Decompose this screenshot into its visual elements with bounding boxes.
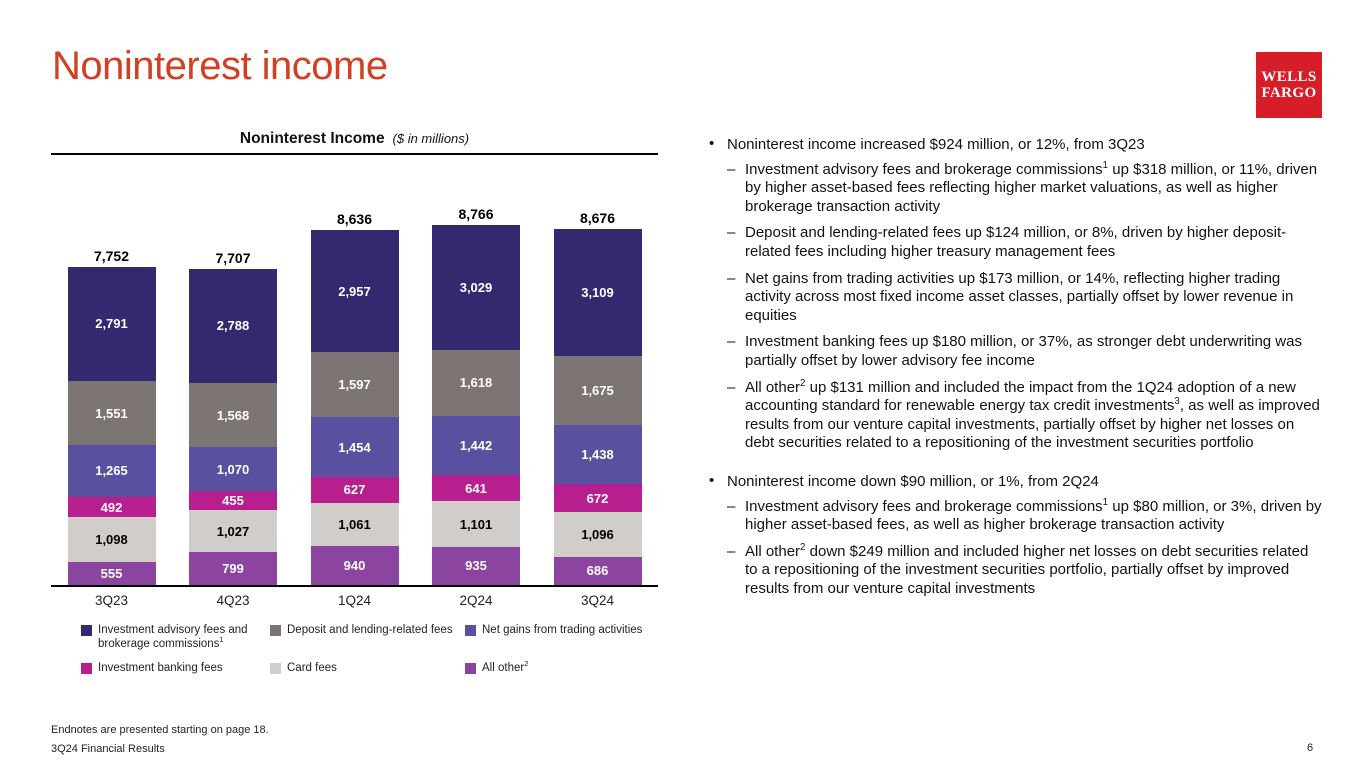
legend-label: Deposit and lending-related fees [287, 624, 453, 636]
sub-bullet: Deposit and lending-related fees up $124… [727, 224, 1324, 261]
bar-segment: 1,070 [189, 447, 277, 492]
chart-legend: Investment advisory fees and brokerage c… [51, 624, 658, 676]
bar-segment: 1,027 [189, 510, 277, 553]
bar-segment: 492 [67, 496, 156, 518]
legend-item: Investment banking fees [81, 662, 270, 676]
bar-segment: 1,568 [189, 383, 277, 448]
bar-3q24: 8,676 3,109 1,675 1,438 672 1,096 686 [537, 210, 658, 585]
bar-stack: 2,788 1,568 1,070 455 1,027 799 [189, 268, 277, 585]
legend-swatch [465, 663, 476, 675]
page-title: Noninterest income [52, 44, 388, 88]
legend-item: Net gains from trading activities [465, 624, 658, 651]
chart-title-note: ($ in millions) [392, 131, 470, 146]
bullet-text: Noninterest income down $90 million, or … [706, 472, 1324, 492]
sub-bullet: Investment advisory fees and brokerage c… [727, 497, 1324, 535]
legend-label: Investment banking fees [98, 662, 223, 675]
bar-segment: 672 [553, 484, 642, 512]
bar-total-label: 7,707 [215, 249, 251, 266]
legend-item: Card fees [270, 662, 465, 676]
bar-segment: 2,791 [67, 266, 156, 382]
legend-item: Deposit and lending-related fees [270, 624, 465, 651]
x-axis-label: 2Q24 [459, 593, 493, 608]
bar-segment: 1,101 [432, 501, 520, 547]
footer-title: 3Q24 Financial Results [51, 743, 165, 755]
bullet-group-1: Noninterest income increased $924 millio… [706, 135, 1324, 453]
bar-segment: 1,551 [67, 381, 156, 445]
legend-label: Card fees [287, 662, 337, 675]
bar-segment: 686 [553, 556, 642, 585]
legend-label: All other2 [482, 659, 529, 675]
legend-swatch [81, 625, 92, 636]
endnotes-text: Endnotes are presented starting on page … [51, 724, 269, 736]
bar-total-label: 8,766 [458, 206, 494, 223]
bar-total-label: 8,676 [579, 209, 616, 226]
x-axis-label: 3Q24 [580, 593, 615, 608]
bar-segment: 555 [67, 562, 156, 585]
legend-item: Investment advisory fees and brokerage c… [81, 624, 270, 651]
bar-stack: 3,029 1,618 1,442 641 1,101 935 [432, 225, 520, 585]
logo-line-1: WELLS [1261, 69, 1317, 85]
legend-swatch [270, 625, 281, 636]
chart-plot: 7,752 2,791 1,551 1,265 492 1,098 555 7,707 2,78… [51, 155, 658, 587]
bar-segment: 2,788 [189, 268, 277, 384]
sub-bullet: Net gains from trading activities up $17… [727, 270, 1324, 326]
bar-segment: 1,454 [310, 417, 399, 478]
bar-segment: 627 [310, 477, 399, 503]
bar-stack: 2,957 1,597 1,454 627 1,061 940 [310, 230, 399, 585]
bar-2q24: 8,766 3,029 1,618 1,442 641 1,101 935 [416, 206, 537, 585]
bar-segment: 1,061 [310, 502, 399, 547]
bar-segment: 1,597 [310, 351, 399, 418]
bullet-text: Noninterest income increased $924 millio… [706, 135, 1324, 155]
bar-4q23: 7,707 2,788 1,568 1,070 455 1,027 799 [173, 250, 294, 585]
chart-title-text: Noninterest Income [239, 130, 385, 147]
x-axis-label: 4Q23 [216, 593, 250, 608]
sub-bullet: All other2 up $131 million and included … [727, 378, 1324, 453]
bar-segment: 3,029 [432, 225, 520, 350]
bar-segment: 1,265 [67, 444, 156, 497]
bar-segment: 1,098 [67, 517, 156, 563]
bar-segment: 1,442 [432, 415, 520, 476]
sub-bullet-list: Investment advisory fees and brokerage c… [706, 497, 1324, 599]
noninterest-income-chart: Noninterest Income ($ in millions) 7,752… [51, 130, 658, 676]
sub-bullet-list: Investment advisory fees and brokerage c… [706, 160, 1324, 453]
sub-bullet: Investment advisory fees and brokerage c… [727, 160, 1324, 217]
bar-segment: 1,618 [432, 349, 520, 416]
bar-segment: 1,438 [553, 425, 642, 485]
bar-total-label: 8,636 [336, 211, 373, 228]
wells-fargo-logo: WELLS FARGO [1256, 52, 1322, 118]
page-number: 6 [1306, 742, 1314, 754]
bar-stack: 2,791 1,551 1,265 492 1,098 555 [67, 266, 156, 585]
chart-xaxis: 3Q23 4Q23 1Q24 2Q24 3Q24 [51, 593, 658, 608]
logo-line-2: FARGO [1261, 85, 1317, 101]
bar-3q23: 7,752 2,791 1,551 1,265 492 1,098 555 [51, 248, 172, 585]
x-axis-label: 1Q24 [337, 593, 372, 608]
bar-segment: 940 [310, 546, 399, 585]
chart-title-divider [51, 153, 658, 155]
bar-total-label: 7,752 [93, 247, 130, 264]
bullet-group-2: Noninterest income down $90 million, or … [706, 472, 1324, 599]
sub-bullet: Investment banking fees up $180 million,… [727, 333, 1324, 370]
bar-segment: 3,109 [553, 228, 642, 357]
bar-segment: 1,096 [553, 511, 642, 557]
bar-1q24: 8,636 2,957 1,597 1,454 627 1,061 940 [294, 211, 415, 585]
x-axis-label: 3Q23 [94, 593, 129, 608]
bar-segment: 2,957 [310, 230, 399, 352]
legend-swatch [270, 663, 281, 675]
bar-segment: 935 [432, 546, 520, 585]
legend-label: Investment advisory fees and brokerage c… [98, 624, 248, 650]
commentary: Noninterest income increased $924 millio… [706, 135, 1324, 606]
legend-item: All other2 [465, 659, 658, 676]
bar-segment: 455 [189, 491, 277, 511]
legend-swatch [465, 625, 476, 636]
chart-title: Noninterest Income ($ in millions) [51, 130, 658, 148]
bar-segment: 641 [432, 475, 520, 502]
sub-bullet: All other2 down $249 million and include… [727, 542, 1324, 599]
legend-swatch [81, 663, 92, 675]
bar-segment: 799 [189, 552, 277, 585]
bar-stack: 3,109 1,675 1,438 672 1,096 686 [553, 228, 642, 585]
legend-label: Net gains from trading activities [482, 624, 643, 636]
bar-segment: 1,675 [553, 356, 642, 426]
